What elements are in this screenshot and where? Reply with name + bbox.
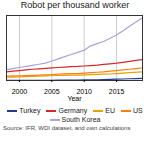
html-text:South Korea: South Korea (61, 116, 101, 123)
svg-text:2015: 2015 (109, 88, 125, 95)
svg-text:Year: Year (67, 95, 82, 102)
svg-text:2000: 2000 (12, 88, 28, 95)
html-text:US: US (133, 107, 143, 114)
html-text:Robot per thousand worker: Robot per thousand worker (20, 0, 130, 10)
html-text:Turkey: Turkey (19, 107, 41, 114)
html-text:Germany: Germany (58, 107, 88, 114)
svg-text:2005: 2005 (44, 88, 60, 95)
html-text:EU: EU (105, 107, 115, 114)
svg-text:2010: 2010 (76, 88, 92, 96)
html-text:Source: IFR, WDI dataset, and: Source: IFR, WDI dataset, and own calcul… (3, 125, 131, 131)
